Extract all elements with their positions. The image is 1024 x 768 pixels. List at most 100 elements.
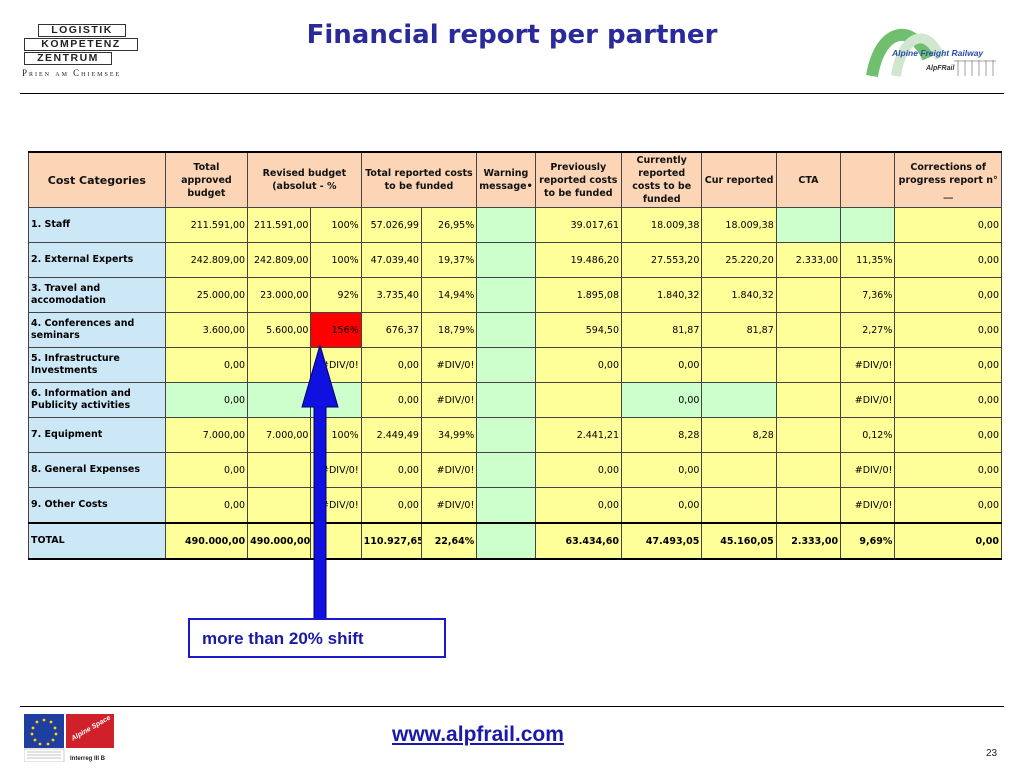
table-row: 9. Other Costs 0,00 #DIV/0! 0,00 #DIV/0! 0,00… — [28, 487, 1002, 524]
eu-interreg-logo: Alpine Space Interreg III B — [24, 714, 114, 762]
value-cell-trcp: 22,64% — [420, 522, 478, 560]
footer-link[interactable]: www.alpfrail.com — [392, 723, 564, 746]
value-cell-warn — [476, 277, 536, 313]
value-cell-prev: 1.895,08 — [534, 277, 623, 313]
value-cell-trc: 110.927,65 — [360, 522, 422, 560]
column-header: Previously reported costs to be funded — [534, 151, 623, 208]
value-cell-corr: 0,00 — [894, 522, 1002, 560]
table-header-row: Cost Categories Total approved budget Re… — [28, 151, 1002, 208]
value-cell-prev: 39.017,61 — [534, 207, 623, 243]
table-row: 1. Staff 211.591,00 211.591,00 100% 57.026,9… — [28, 207, 1002, 243]
value-cell-tab: 0,00 — [164, 382, 249, 418]
category-cell: 3. Travel and accomodation — [28, 277, 166, 313]
value-cell-trc: 0,00 — [360, 452, 422, 488]
value-cell-tab: 490.000,00 — [164, 522, 249, 560]
lkz-logo-line2: KOMPETENZ — [24, 38, 138, 51]
category-cell: 9. Other Costs — [28, 487, 166, 524]
value-cell-cur: 0,00 — [620, 452, 703, 488]
value-cell-pct: #DIV/0! — [840, 452, 896, 488]
category-cell: 1. Staff — [28, 207, 166, 243]
lkz-logo-tagline: Prien am Chiemsee — [22, 68, 122, 78]
value-cell-rb: 211.591,00 — [247, 207, 312, 243]
alpfrail-logo-abbr: AlpFRail — [925, 65, 955, 72]
value-cell-pct: #DIV/0! — [840, 382, 896, 418]
value-cell-corr: 0,00 — [894, 487, 1002, 524]
header-divider — [20, 93, 1004, 94]
value-cell-tab: 7.000,00 — [164, 417, 249, 453]
value-cell-curr — [701, 382, 777, 418]
value-cell-tab: 0,00 — [164, 487, 249, 524]
value-cell-curr: 18.009,38 — [701, 207, 777, 243]
up-arrow-icon — [301, 345, 339, 625]
value-cell-corr: 0,00 — [894, 207, 1002, 243]
value-cell-tab: 242.809,00 — [164, 242, 249, 278]
value-cell-curr: 25.220,20 — [701, 242, 777, 278]
lkz-logo-line1: LOGISTIK — [38, 24, 126, 37]
column-header: Cur reported — [701, 151, 777, 208]
value-cell-cta — [775, 382, 842, 418]
alpfrail-logo: Alpine Freight Railway AlpFRail — [866, 28, 996, 78]
value-cell-cta — [775, 417, 842, 453]
value-cell-warn — [476, 382, 536, 418]
value-cell-trc: 0,00 — [360, 487, 422, 524]
value-cell-pct: 0,12% — [840, 417, 896, 453]
category-cell: 6. Information and Publicity activities — [28, 382, 166, 418]
alpine-space-flag-icon — [66, 714, 114, 748]
value-cell-curr — [701, 452, 777, 488]
value-cell-trc: 57.026,99 — [360, 207, 422, 243]
value-cell-rb: 490.000,00 — [247, 522, 312, 560]
table-row: 7. Equipment 7.000,00 7.000,00 100% 2.449,49… — [28, 417, 1002, 453]
value-cell-rb: 5.600,00 — [247, 312, 312, 348]
value-cell-rb: 7.000,00 — [247, 417, 312, 453]
value-cell-rb: 242.809,00 — [247, 242, 312, 278]
alpfrail-logo-name: Alpine Freight Railway — [891, 48, 984, 58]
value-cell-cur: 1.840,32 — [620, 277, 703, 313]
value-cell-trc: 676,37 — [360, 312, 422, 348]
column-header: Total reported costs to be funded — [360, 151, 478, 208]
value-cell-cta — [775, 487, 842, 524]
value-cell-trc: 0,00 — [360, 347, 422, 383]
value-cell-tab: 211.591,00 — [164, 207, 249, 243]
category-cell: 7. Equipment — [28, 417, 166, 453]
value-cell-cta — [775, 277, 842, 313]
value-cell-trc: 2.449,49 — [360, 417, 422, 453]
table-row: 6. Information and Publicity activities 0… — [28, 382, 1002, 418]
table-row: TOTAL 490.000,00 490.000,00 110.927,65 22,64… — [28, 522, 1002, 560]
value-cell-tab: 3.600,00 — [164, 312, 249, 348]
value-cell-warn — [476, 417, 536, 453]
value-cell-cur: 0,00 — [620, 487, 703, 524]
value-cell-curr: 8,28 — [701, 417, 777, 453]
column-header: Cost Categories — [28, 151, 166, 208]
value-cell-cta — [775, 312, 842, 348]
value-cell-pct: #DIV/0! — [840, 347, 896, 383]
table-body: 1. Staff 211.591,00 211.591,00 100% 57.026,9… — [28, 207, 1002, 560]
column-header: Corrections of progress report n° __ — [894, 151, 1002, 208]
value-cell-trcp: #DIV/0! — [420, 382, 478, 418]
value-cell-pct: 7,36% — [840, 277, 896, 313]
column-header: Revised budget (absolut - % — [247, 151, 362, 208]
value-cell-prev — [534, 382, 623, 418]
value-cell-cur: 0,00 — [620, 347, 703, 383]
value-cell-trcp: 26,95% — [420, 207, 478, 243]
value-cell-pct: 11,35% — [840, 242, 896, 278]
value-cell-cta: 2.333,00 — [775, 242, 842, 278]
value-cell-pct: 9,69% — [840, 522, 896, 560]
value-cell-rb: 23.000,00 — [247, 277, 312, 313]
value-cell-trc: 3.735,40 — [360, 277, 422, 313]
page-number: 23 — [986, 748, 998, 759]
value-cell-rbp: 156% — [310, 312, 362, 348]
value-cell-curr: 1.840,32 — [701, 277, 777, 313]
callout-text: more than 20% shift — [202, 629, 364, 648]
value-cell-corr: 0,00 — [894, 382, 1002, 418]
value-cell-curr — [701, 487, 777, 524]
value-cell-cur: 27.553,20 — [620, 242, 703, 278]
value-cell-tab: 0,00 — [164, 347, 249, 383]
value-cell-rbp: 92% — [310, 277, 362, 313]
column-header: Total approved budget — [164, 151, 249, 208]
value-cell-trcp: 19,37% — [420, 242, 478, 278]
value-cell-corr: 0,00 — [894, 417, 1002, 453]
value-cell-pct: 2,27% — [840, 312, 896, 348]
value-cell-cur: 0,00 — [620, 382, 703, 418]
value-cell-pct — [840, 207, 896, 243]
value-cell-trc: 0,00 — [360, 382, 422, 418]
